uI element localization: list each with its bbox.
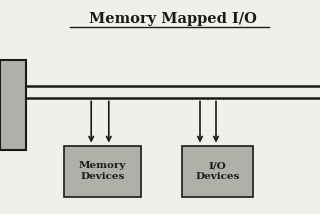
Bar	[64, 146, 141, 197]
Bar	[182, 146, 253, 197]
Bar	[0, 60, 26, 150]
Text: Memory
Devices: Memory Devices	[79, 162, 126, 181]
Text: Memory Mapped I/O: Memory Mapped I/O	[89, 12, 257, 26]
Text: I/O
Devices: I/O Devices	[196, 162, 240, 181]
